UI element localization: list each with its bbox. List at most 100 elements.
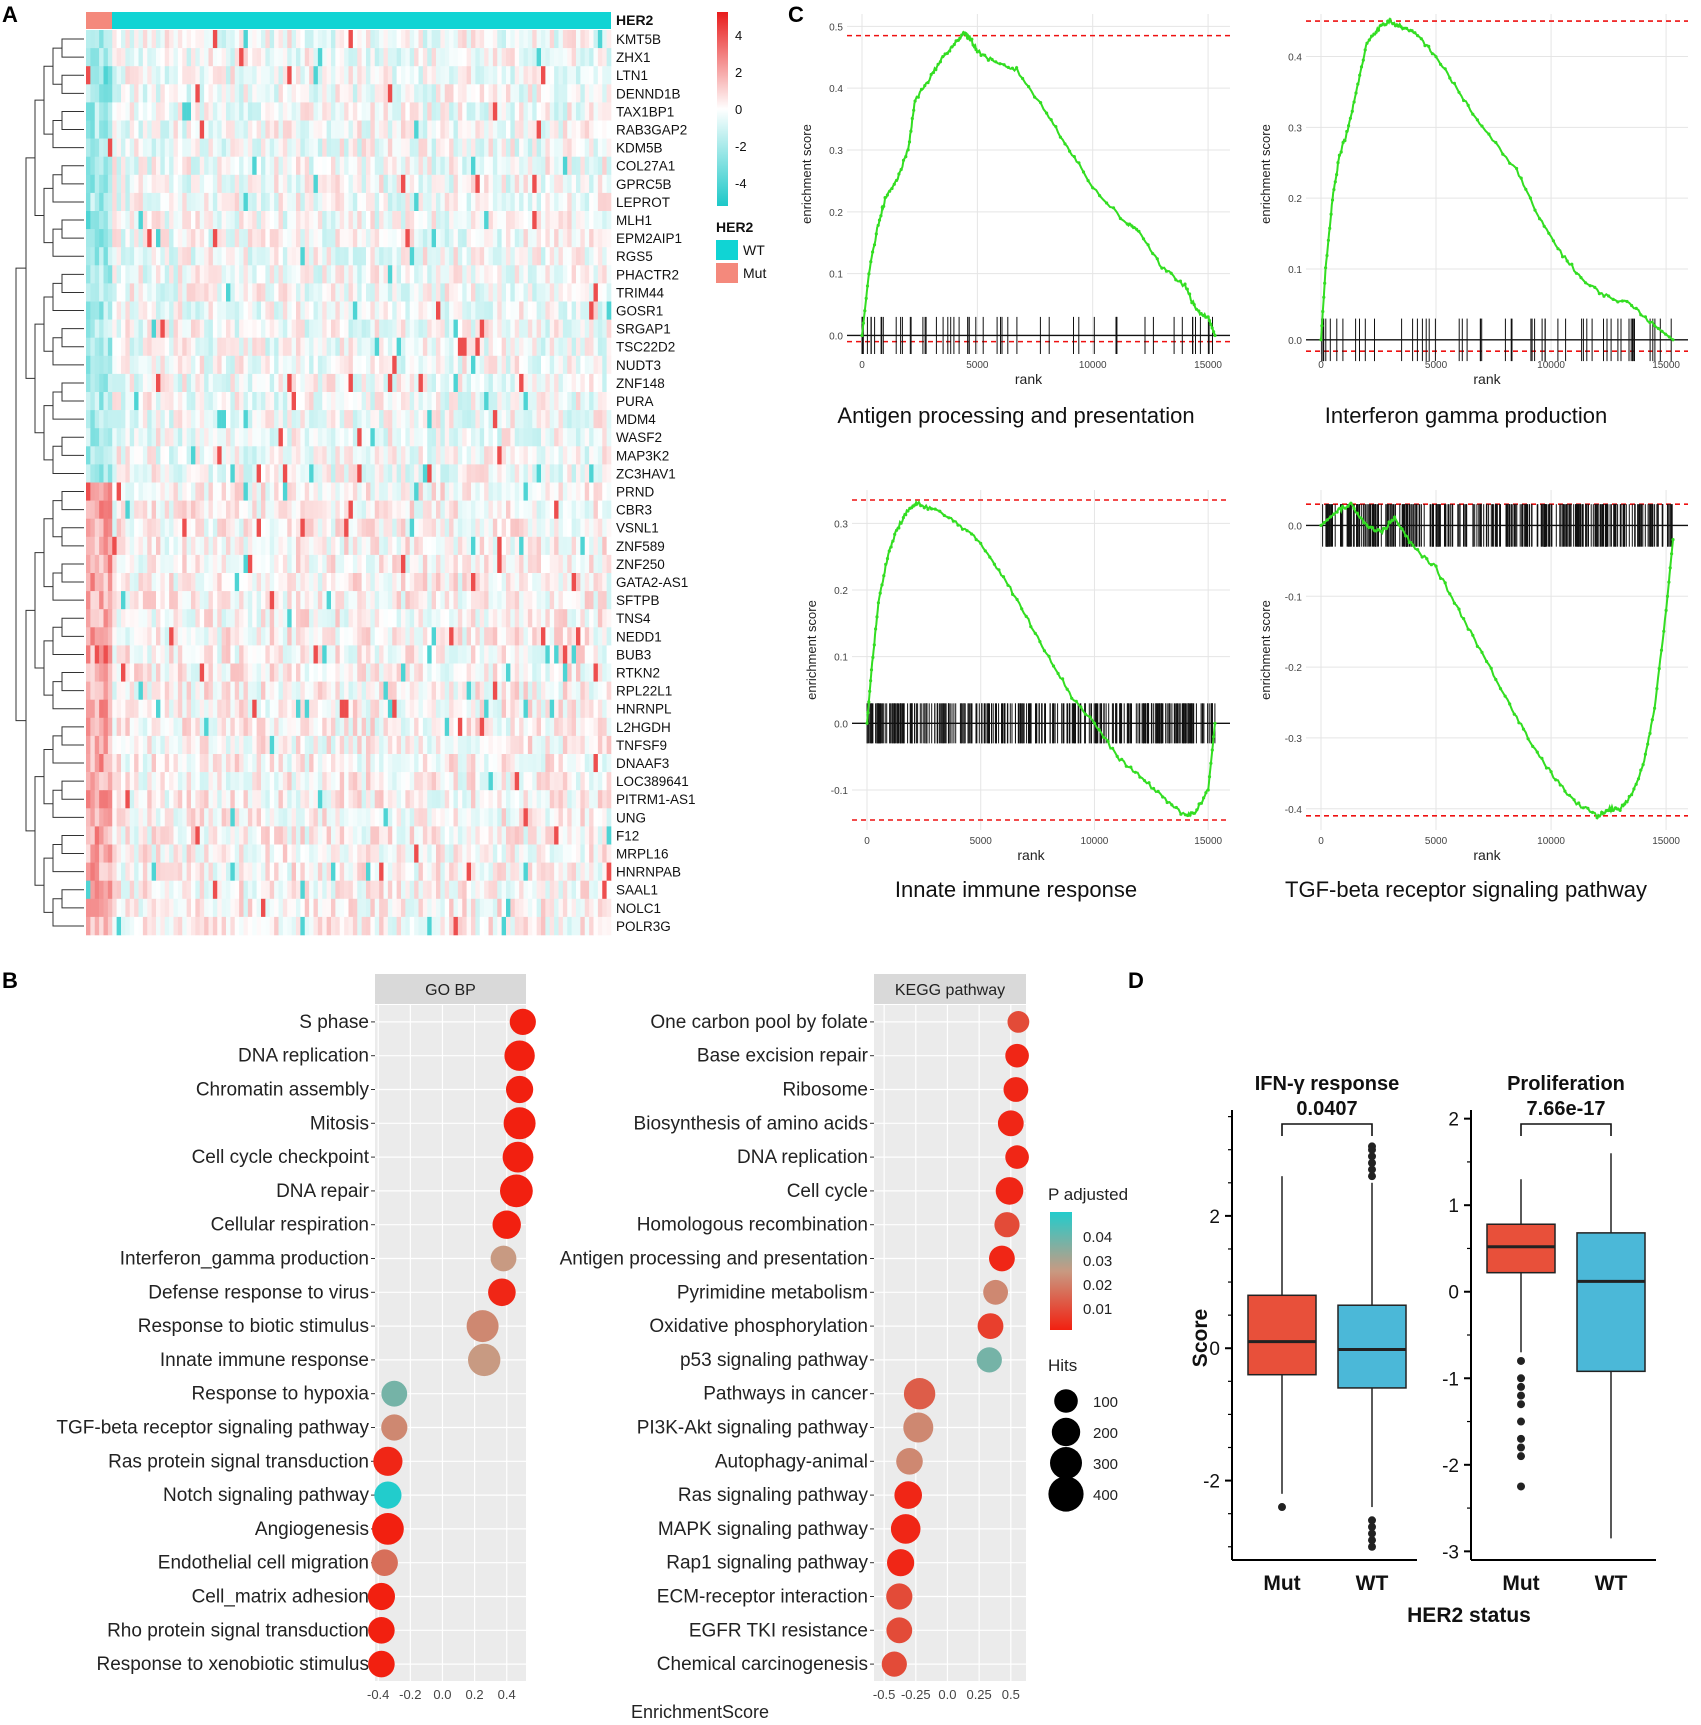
heatmap-cell <box>335 482 341 501</box>
heatmap-cell <box>536 627 542 646</box>
heatmap-cell <box>558 283 564 302</box>
heatmap-cell <box>532 500 537 519</box>
heatmap-cell <box>514 554 520 574</box>
heatmap-cell <box>309 30 314 49</box>
heatmap-cell <box>427 482 432 501</box>
heatmap-cell <box>418 156 424 176</box>
heatmap-cell <box>164 319 170 338</box>
heatmap-cell <box>282 518 288 538</box>
heatmap-cell <box>151 319 157 338</box>
heatmap-cell <box>488 645 494 664</box>
heatmap-cell <box>90 699 96 719</box>
heatmap-cell <box>418 211 424 230</box>
heatmap-cell <box>256 500 262 519</box>
heatmap-cell <box>558 627 564 646</box>
heatmap-cell <box>199 717 205 737</box>
heatmap-cell <box>261 120 266 139</box>
heatmap-cell <box>344 699 349 719</box>
heatmap-cell <box>462 627 467 646</box>
heatmap-cell <box>274 772 279 791</box>
heatmap-cell <box>173 192 179 212</box>
heatmap-cell <box>562 645 568 664</box>
heatmap-cell <box>580 464 586 483</box>
heatmap-cell <box>409 301 415 320</box>
heatmap-cell <box>440 265 446 284</box>
heatmap-cell <box>409 410 415 429</box>
heatmap-cell <box>195 337 201 357</box>
heatmap-cell <box>549 663 555 682</box>
heatmap-cell <box>562 699 568 719</box>
heatmap-cell <box>296 192 301 212</box>
heatmap-cell <box>532 609 537 628</box>
heatmap-cell <box>208 518 214 538</box>
heatmap-cell <box>501 30 507 49</box>
heatmap-cell <box>506 663 511 682</box>
heatmap-cell <box>326 681 332 700</box>
heatmap-cell <box>256 717 262 737</box>
heatmap-cell <box>514 446 520 465</box>
heatmap-cell <box>462 265 467 284</box>
heatmap-cell <box>366 211 371 230</box>
heatmap-cell <box>409 518 415 538</box>
heatmap-cell <box>396 464 402 483</box>
heatmap-cell <box>107 500 113 519</box>
heatmap-cell <box>304 717 310 737</box>
heatmap-cell <box>414 120 419 139</box>
heatmap-cell <box>300 301 306 320</box>
heatmap-cell <box>278 120 284 139</box>
heatmap-cell <box>186 319 192 338</box>
heatmap-cell <box>488 554 494 574</box>
heatmap-cell <box>370 247 376 266</box>
heatmap-cell <box>589 156 594 176</box>
heatmap-cell <box>269 247 275 266</box>
heatmap-cell <box>414 699 419 719</box>
heatmap-cell <box>567 138 572 157</box>
heatmap-cell <box>392 536 397 556</box>
heatmap-cell <box>383 554 389 574</box>
heatmap-cell <box>177 66 183 85</box>
heatmap-cell <box>99 573 104 592</box>
heatmap-cell <box>226 120 231 139</box>
heatmap-cell <box>449 373 454 393</box>
heatmap-cell <box>484 500 489 519</box>
heatmap-cell <box>562 138 568 157</box>
heatmap-cell <box>265 229 271 248</box>
heatmap-cell <box>199 591 205 610</box>
heatmap-cell <box>414 554 419 574</box>
heatmap-cell <box>204 301 209 320</box>
heatmap-cell <box>221 229 227 248</box>
heatmap-cell <box>147 392 152 411</box>
heatmap-cell <box>597 265 603 284</box>
heatmap-cell <box>151 301 157 320</box>
heatmap-cell <box>409 138 415 157</box>
heatmap-cell <box>103 663 109 682</box>
heatmap-cell <box>265 84 271 103</box>
heatmap-cell <box>422 120 428 139</box>
heatmap-cell <box>103 355 109 375</box>
heatmap-cell <box>134 699 139 719</box>
heatmap-cell <box>427 717 432 737</box>
heatmap-cell <box>514 428 520 447</box>
heatmap-cell <box>352 500 358 519</box>
heatmap-cell <box>226 283 231 302</box>
heatmap-cell <box>396 192 402 212</box>
heatmap-cell <box>471 337 476 357</box>
heatmap-cell <box>558 681 564 700</box>
heatmap-cell <box>94 283 100 302</box>
heatmap-cell <box>134 30 139 49</box>
heatmap-cell <box>103 319 109 338</box>
heatmap-cell <box>107 355 113 375</box>
heatmap-cell <box>309 410 314 429</box>
heatmap-cell <box>348 410 354 429</box>
heatmap-cell <box>169 373 174 393</box>
heatmap-cell <box>208 66 214 85</box>
heatmap-cell <box>107 699 113 719</box>
heatmap-cell <box>549 247 555 266</box>
heatmap-cell <box>103 373 109 393</box>
heatmap-cell <box>121 609 126 628</box>
heatmap-cell <box>195 573 201 592</box>
heatmap-cell <box>217 373 222 393</box>
heatmap-cell <box>357 30 362 49</box>
heatmap-cell <box>580 663 586 682</box>
heatmap-cell <box>134 645 139 664</box>
